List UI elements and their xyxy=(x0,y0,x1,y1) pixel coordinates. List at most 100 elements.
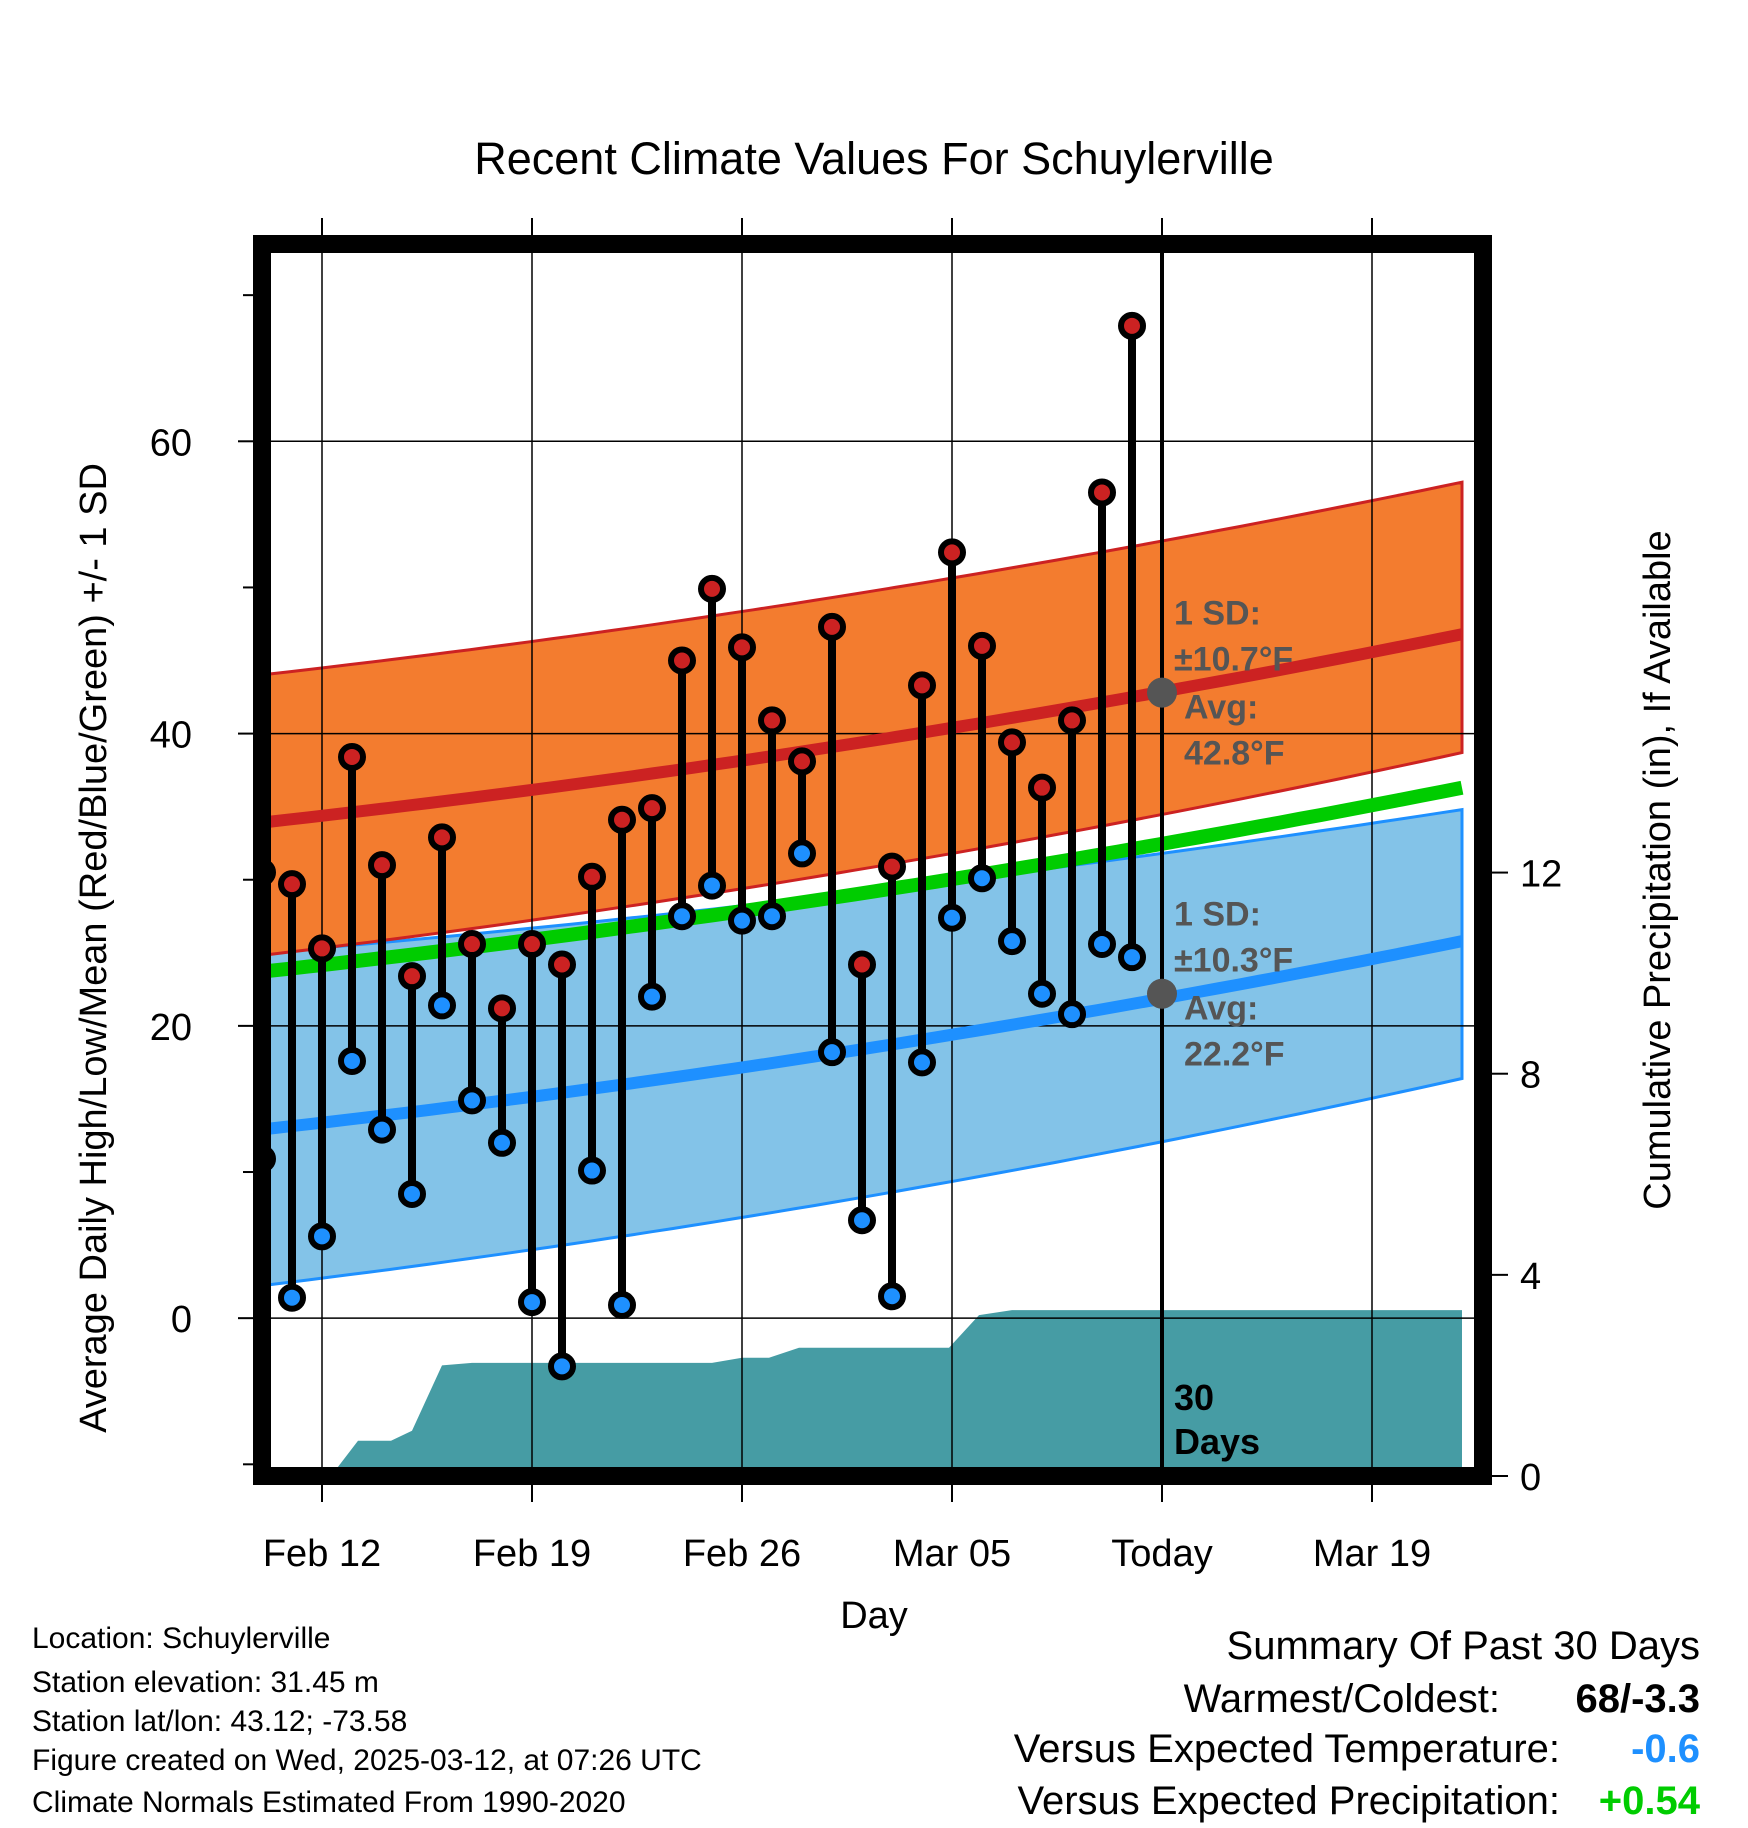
window-label: Days xyxy=(1174,1421,1260,1462)
high-point xyxy=(1088,478,1116,507)
high-point xyxy=(698,574,726,603)
low-sd-value: ±10.3°F xyxy=(1174,942,1293,980)
y-tick-label-right: 8 xyxy=(1520,1055,1541,1097)
low-point xyxy=(1118,943,1146,972)
low-point xyxy=(1088,930,1116,959)
high-point xyxy=(1028,773,1056,802)
y-axis-label-left: Average Daily High/Low/Mean (Red/Blue/Gr… xyxy=(73,463,115,1433)
latlon-text: Station lat/lon: 43.12; -73.58 xyxy=(32,1705,408,1738)
high-point xyxy=(368,851,396,880)
y-axis-label-right: Cumulative Precipitation (in), If Availa… xyxy=(1637,530,1679,1209)
summary-title: Summary Of Past 30 Days xyxy=(1226,1624,1700,1668)
high-point xyxy=(578,862,606,891)
high-point xyxy=(668,646,696,675)
high-point xyxy=(398,962,426,991)
temp-value: -0.6 xyxy=(1631,1727,1700,1771)
low-point xyxy=(278,1283,306,1312)
high-point xyxy=(308,934,336,963)
high-point xyxy=(878,852,906,881)
high-point xyxy=(818,612,846,641)
low-point xyxy=(668,902,696,931)
low-point xyxy=(758,902,786,931)
x-tick-label: Mar 19 xyxy=(1313,1533,1431,1575)
high-point xyxy=(1058,706,1086,735)
x-tick-label: Mar 05 xyxy=(893,1533,1011,1575)
low-point xyxy=(398,1179,426,1208)
elevation-text: Station elevation: 31.45 m xyxy=(32,1666,379,1699)
plot-area: 1 SD: ±10.7°F Avg: 42.8°F 1 SD: ±10.3°F Avg: 22… xyxy=(262,244,1483,1476)
low-point xyxy=(488,1128,516,1157)
high-avg-value: 42.8°F xyxy=(1184,735,1285,773)
low-point xyxy=(878,1282,906,1311)
x-tick-label: Feb 12 xyxy=(263,1533,381,1575)
precip-value: +0.54 xyxy=(1598,1779,1700,1823)
mean-normal-line xyxy=(262,780,1464,979)
low-point xyxy=(458,1086,486,1115)
high-point xyxy=(548,950,576,979)
created-text: Figure created on Wed, 2025-03-12, at 07… xyxy=(32,1744,702,1777)
warmest-label: Warmest/Coldest: xyxy=(1183,1677,1500,1721)
low-point xyxy=(818,1038,846,1067)
low-avg-value: 22.2°F xyxy=(1184,1036,1285,1074)
location-text: Location: Schuylerville xyxy=(32,1622,331,1655)
low-point xyxy=(548,1352,576,1381)
window-label: 30 xyxy=(1174,1377,1214,1418)
high-point xyxy=(848,950,876,979)
high-point xyxy=(938,538,966,567)
y-tick-label-right: 12 xyxy=(1520,854,1562,896)
precip-label: Versus Expected Precipitation: xyxy=(1017,1779,1560,1823)
y-tick-label-right: 4 xyxy=(1520,1256,1541,1298)
low-avg-marker xyxy=(1147,978,1177,1009)
y-tick-label-left: 40 xyxy=(150,715,192,757)
high-sd-title: 1 SD: xyxy=(1174,595,1261,633)
high-avg-title: Avg: xyxy=(1184,689,1258,727)
low-sd-title: 1 SD: xyxy=(1174,896,1261,934)
warmest-value: 68/-3.3 xyxy=(1575,1677,1700,1721)
high-point xyxy=(518,930,546,959)
low-point xyxy=(368,1115,396,1144)
plot-frame xyxy=(253,235,1492,1485)
low-point xyxy=(968,864,996,893)
low-point xyxy=(518,1288,546,1317)
chart-title: Recent Climate Values For Schuylerville xyxy=(474,133,1273,184)
low-point xyxy=(908,1048,936,1077)
normals-text: Climate Normals Estimated From 1990-2020 xyxy=(32,1786,626,1819)
temp-label: Versus Expected Temperature: xyxy=(1013,1727,1560,1771)
high-point xyxy=(608,805,636,834)
low-avg-title: Avg: xyxy=(1184,990,1258,1028)
low-normal-line xyxy=(262,935,1464,1136)
low-point xyxy=(608,1291,636,1320)
low-point xyxy=(728,906,756,935)
x-axis-label: Day xyxy=(840,1595,908,1637)
high-point xyxy=(278,870,306,899)
y-tick-label-left: 20 xyxy=(150,1007,192,1049)
low-point xyxy=(848,1206,876,1235)
high-normal-line xyxy=(262,628,1464,829)
high-point xyxy=(338,742,366,771)
high-point xyxy=(908,671,936,700)
x-tick-label: Feb 19 xyxy=(473,1533,591,1575)
y-tick-label-left: 0 xyxy=(171,1299,192,1341)
precip-area xyxy=(331,1310,1462,1476)
low-point xyxy=(998,927,1026,956)
x-tick-label: Today xyxy=(1111,1533,1212,1575)
low-point xyxy=(1058,1000,1086,1029)
x-tick-label: Feb 26 xyxy=(683,1533,801,1575)
y-tick-label-left: 60 xyxy=(150,422,192,464)
low-point xyxy=(308,1222,336,1251)
high-point xyxy=(458,930,486,959)
low-point xyxy=(428,991,456,1020)
low-point xyxy=(938,903,966,932)
low-point xyxy=(638,982,666,1011)
high-point xyxy=(968,631,996,660)
high-sd-value: ±10.7°F xyxy=(1174,641,1293,679)
low-point xyxy=(338,1046,366,1075)
low-point xyxy=(1028,979,1056,1008)
high-point xyxy=(1118,311,1146,340)
high-point xyxy=(788,747,816,776)
high-avg-marker xyxy=(1147,677,1177,708)
low-point xyxy=(698,871,726,900)
low-point xyxy=(788,839,816,868)
low-point xyxy=(578,1156,606,1185)
